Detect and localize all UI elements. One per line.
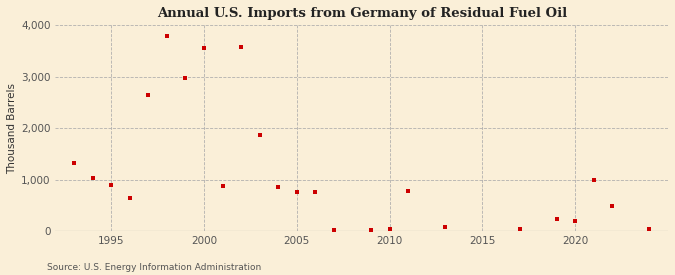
Point — [292, 189, 302, 194]
Point — [198, 46, 209, 50]
Point — [217, 184, 228, 189]
Point — [254, 133, 265, 138]
Point — [124, 196, 135, 200]
Point — [329, 227, 340, 232]
Point — [273, 185, 284, 189]
Point — [440, 225, 451, 229]
Point — [236, 45, 246, 50]
Point — [551, 217, 562, 221]
Point — [87, 175, 98, 180]
Point — [403, 188, 414, 193]
Point — [161, 34, 172, 38]
Point — [310, 190, 321, 194]
Point — [143, 93, 154, 97]
Point — [589, 178, 599, 182]
Point — [69, 161, 80, 166]
Title: Annual U.S. Imports from Germany of Residual Fuel Oil: Annual U.S. Imports from Germany of Resi… — [157, 7, 567, 20]
Point — [366, 227, 377, 232]
Point — [180, 76, 191, 80]
Point — [514, 226, 525, 231]
Point — [644, 226, 655, 231]
Point — [384, 226, 395, 231]
Y-axis label: Thousand Barrels: Thousand Barrels — [7, 83, 17, 174]
Point — [607, 204, 618, 209]
Point — [570, 219, 580, 223]
Point — [106, 183, 117, 188]
Text: Source: U.S. Energy Information Administration: Source: U.S. Energy Information Administ… — [47, 263, 261, 272]
